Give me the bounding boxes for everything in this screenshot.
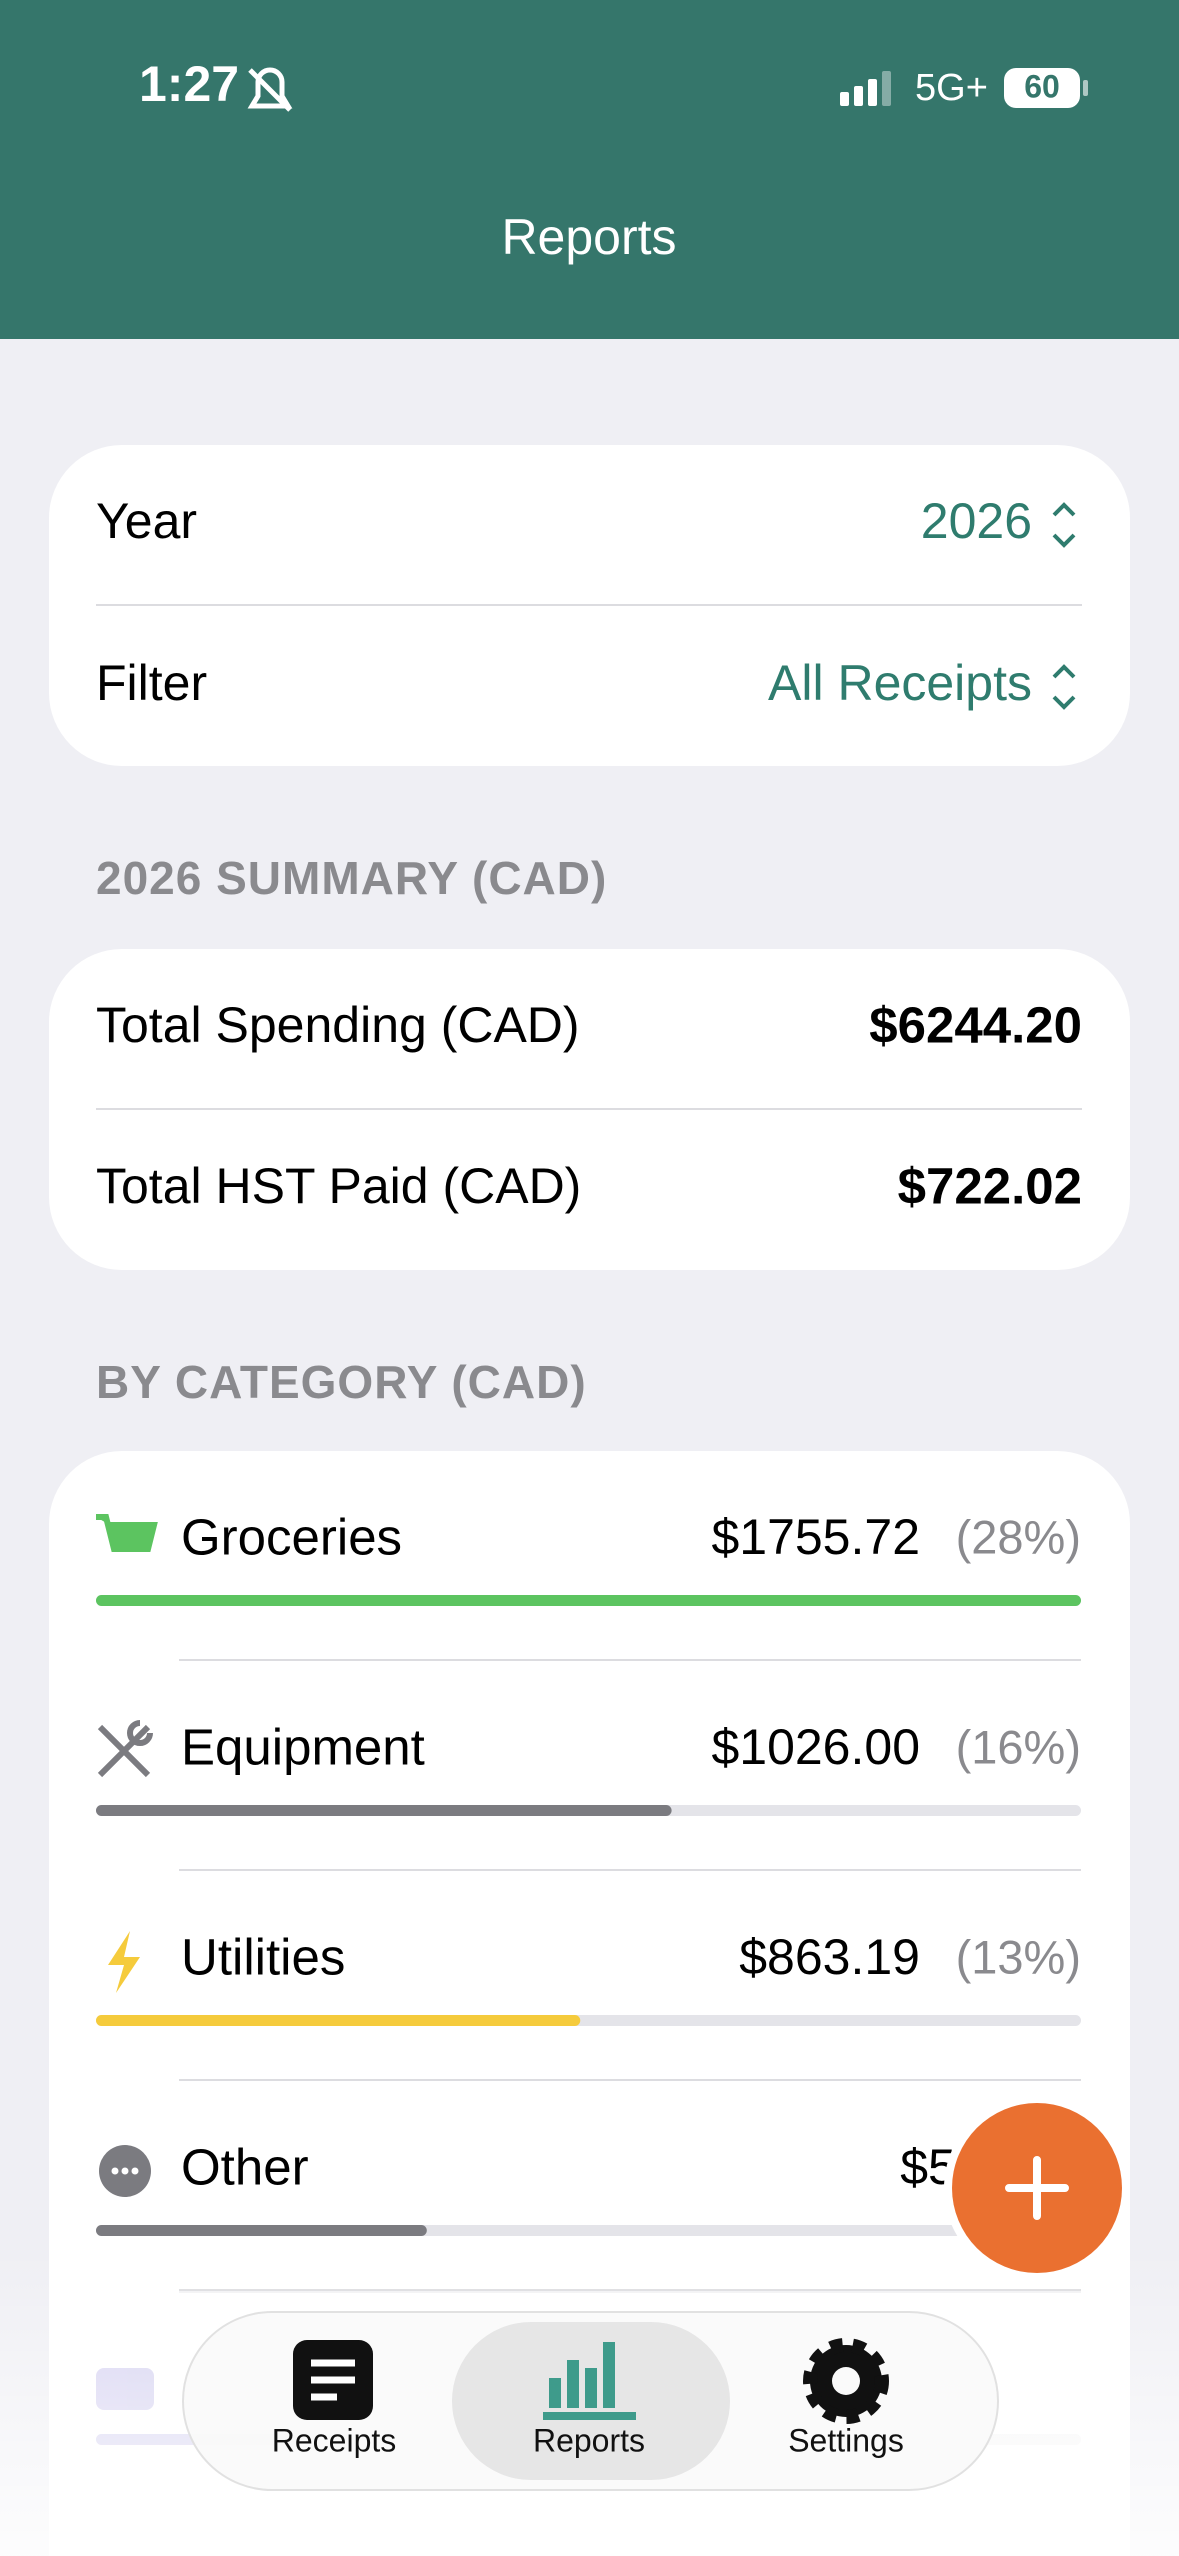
- category-percent: (16%): [956, 1720, 1081, 1773]
- category-name: Utilities: [181, 1928, 345, 1985]
- category-percent: (13%): [956, 1930, 1081, 1983]
- more-dot: [111, 2167, 119, 2175]
- summary-value: $722.02: [898, 1157, 1082, 1214]
- category-name: Other: [181, 2138, 309, 2195]
- plus-icon: [1005, 2156, 1069, 2220]
- chevron: [1052, 664, 1076, 710]
- network: 5G+: [915, 67, 988, 109]
- tab-label[interactable]: Receipts: [272, 2422, 397, 2458]
- battery: [1004, 68, 1080, 108]
- bar: [96, 1805, 672, 1816]
- category-percent: (28%): [956, 1510, 1081, 1563]
- bar: [96, 2225, 427, 2236]
- year-label: Year: [96, 493, 197, 549]
- section-heading: BY CATEGORY (CAD): [96, 1356, 587, 1408]
- chevron: [1052, 502, 1076, 548]
- header-bg: [0, 0, 1179, 339]
- summary-label: Total HST Paid (CAD): [96, 1158, 581, 1214]
- cart-icon: [96, 1514, 158, 1552]
- category-amount: $1755.72: [711, 1509, 920, 1565]
- category-rows: Groceries $1755.72 (28%) Equipment $1026.00 (…: [96, 1508, 1081, 2291]
- bar: [96, 2015, 581, 2026]
- more-dot: [131, 2167, 139, 2175]
- category-name: Groceries: [181, 1508, 402, 1565]
- category-amount: $1026.00: [711, 1719, 920, 1775]
- header-title: Reports: [501, 209, 676, 265]
- category-name: Equipment: [181, 1718, 425, 1775]
- summary-value: $6244.20: [869, 996, 1082, 1053]
- tabs: Receipts Reports Settings: [272, 2422, 904, 2458]
- bolt-icon: [108, 1931, 140, 1993]
- signal-icon: [840, 71, 891, 106]
- section-heading: 2026 SUMMARY (CAD): [96, 852, 607, 904]
- more-dot: [121, 2167, 129, 2175]
- tab-label[interactable]: Reports: [533, 2422, 645, 2458]
- settings-icon: [803, 2338, 889, 2424]
- receipts-icon: [293, 2340, 373, 2420]
- battery-level: 60: [1024, 68, 1060, 104]
- tab-label[interactable]: Settings: [788, 2422, 904, 2458]
- filter-label: Filter: [96, 655, 207, 711]
- reports-icon: [543, 2342, 636, 2420]
- bar: [96, 1595, 1081, 1606]
- mute-icon: [247, 67, 293, 112]
- battery-tip: [1083, 80, 1088, 96]
- summary-label: Total Spending (CAD): [96, 997, 580, 1053]
- filter-value[interactable]: All Receipts: [768, 655, 1032, 711]
- year-value[interactable]: 2026: [921, 493, 1032, 549]
- status-time: 1:27: [139, 56, 239, 112]
- category-amount: $863.19: [739, 1929, 920, 1985]
- tools-icon: [97, 1720, 153, 1778]
- summary-rows: Total Spending (CAD) $6244.20 Total HST Pa…: [96, 996, 1082, 1214]
